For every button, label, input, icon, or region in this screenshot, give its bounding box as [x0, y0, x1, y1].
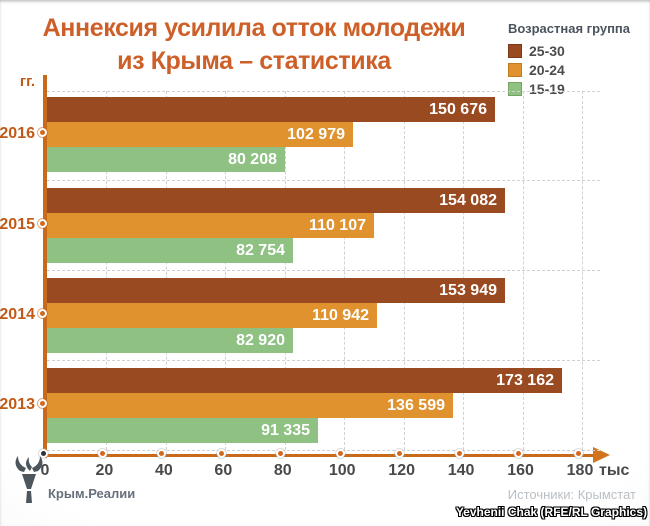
y-axis-line — [43, 75, 47, 458]
year-label: 2015 — [0, 216, 35, 233]
bar-20-24-2016: 102 979 — [47, 122, 353, 147]
logo-text: Крым.Реалии — [48, 486, 136, 501]
year-marker-dot — [38, 128, 47, 137]
legend-items: 25-30 20-24 15-19 — [508, 41, 643, 98]
year-marker-dot — [38, 309, 47, 318]
legend-item: 20-24 — [508, 60, 643, 79]
bar-value-label: 110 107 — [309, 217, 366, 234]
tick-dot — [335, 449, 345, 458]
legend-swatch-icon — [508, 62, 522, 77]
tick-label: 180 — [566, 462, 594, 479]
legend-label: 20-24 — [529, 61, 565, 78]
horizontal-gridline — [47, 180, 600, 181]
legend-swatch-icon — [508, 43, 522, 58]
tick-dot — [454, 449, 464, 458]
tick-label: 20 — [95, 462, 114, 479]
credit-text: Yevhenii Chak (RFE/RL Graphics) — [455, 505, 647, 519]
bar-value-label: 82 920 — [236, 332, 285, 349]
bar-25-30-2015: 154 082 — [47, 188, 505, 213]
plot-area: гг. тыс 150 676 102 979 80 208 2016 154 082 1… — [0, 73, 629, 479]
tick-dot — [157, 449, 167, 458]
bar-20-24-2013: 136 599 — [47, 393, 453, 418]
tick-label: 40 — [154, 462, 173, 479]
legend-label: 15-19 — [529, 80, 565, 97]
bar-value-label: 136 599 — [387, 397, 445, 414]
horizontal-gridline — [47, 91, 600, 92]
horizontal-gridline — [47, 450, 600, 451]
source-text: Источники: Крымстат — [507, 487, 636, 502]
tick-dot — [395, 449, 405, 458]
legend: Возрастная группа 25-30 20-24 15-19 — [508, 21, 643, 98]
bar-value-label: 80 208 — [228, 151, 277, 168]
year-label: 2016 — [0, 125, 35, 142]
bar-15-19-2013: 91 335 — [47, 418, 318, 443]
tick-label: 140 — [447, 462, 475, 479]
horizontal-gridline — [47, 270, 600, 271]
bar-15-19-2015: 82 754 — [47, 238, 293, 263]
legend-swatch-icon — [508, 81, 522, 96]
tick-label: 80 — [273, 462, 292, 479]
tick-dot — [573, 449, 583, 458]
tick-dot — [514, 449, 524, 458]
tick-dot — [38, 449, 48, 458]
tick-label: 100 — [328, 462, 356, 479]
bar-value-label: 153 949 — [439, 282, 497, 299]
tick-dot — [97, 449, 107, 458]
year-label: 2014 — [0, 306, 35, 323]
axis-arrow-icon — [593, 447, 610, 463]
bar-value-label: 110 942 — [312, 307, 369, 324]
rfe-rl-torch-logo-icon — [15, 456, 43, 503]
bar-15-19-2016: 80 208 — [47, 147, 285, 172]
bar-20-24-2014: 110 942 — [47, 303, 377, 328]
y-axis-unit-label: гг. — [19, 73, 35, 90]
tick-label: 160 — [507, 462, 534, 479]
bar-value-label: 91 335 — [261, 422, 310, 439]
legend-label: 25-30 — [529, 42, 565, 59]
x-axis-line — [43, 454, 596, 457]
tick-dot — [276, 449, 286, 458]
bar-20-24-2015: 110 107 — [47, 213, 374, 238]
bar-15-19-2014: 82 920 — [47, 328, 293, 353]
bar-value-label: 82 754 — [236, 242, 285, 259]
chart-title-line1: Аннексия усилила отток молодежи — [42, 14, 466, 42]
horizontal-gridline — [47, 360, 600, 361]
legend-item: 25-30 — [508, 41, 643, 60]
legend-title: Возрастная группа — [508, 21, 631, 36]
legend-item: 15-19 — [508, 79, 643, 98]
tick-dot — [216, 449, 226, 458]
year-marker-dot — [38, 219, 47, 228]
bar-value-label: 154 082 — [439, 192, 497, 209]
bar-25-30-2013: 173 162 — [47, 368, 562, 393]
bar-value-label: 150 676 — [429, 101, 487, 118]
tick-label: 0 — [40, 462, 50, 479]
year-label: 2013 — [0, 396, 35, 413]
chart-title: Аннексия усилила отток молодежи из Крыма… — [8, 12, 500, 78]
tick-label: 120 — [388, 462, 415, 479]
year-marker-dot — [38, 399, 47, 408]
bar-value-label: 102 979 — [287, 126, 345, 143]
x-axis-unit-label: тыс — [599, 462, 630, 479]
chart-title-line2: из Крыма – статистика — [117, 47, 391, 75]
bar-25-30-2016: 150 676 — [47, 97, 495, 122]
tick-label: 60 — [214, 462, 233, 479]
bar-value-label: 173 162 — [496, 372, 554, 389]
bar-25-30-2014: 153 949 — [47, 278, 505, 303]
